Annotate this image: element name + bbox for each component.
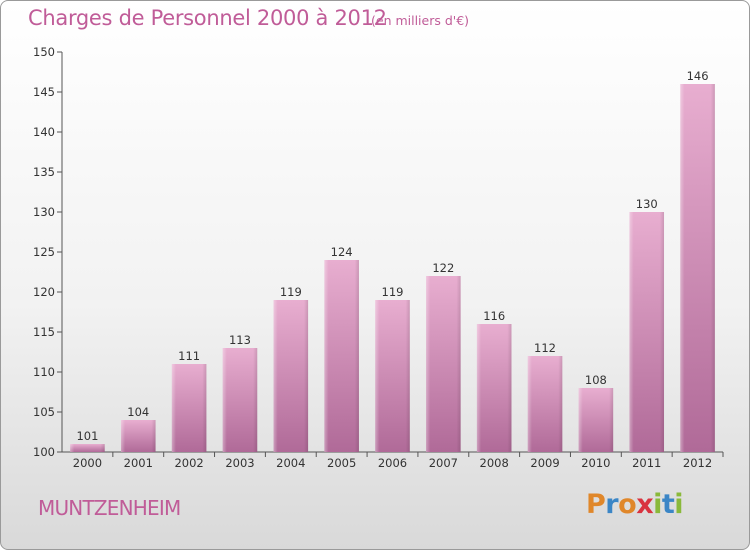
logo-letter: t: [661, 489, 675, 520]
x-tick-label: 2004: [276, 456, 305, 470]
data-label: 104: [127, 405, 149, 419]
logo-letter: P: [586, 489, 606, 520]
data-label: 113: [229, 333, 251, 347]
axes: 100 105 110 115 120 125 130 135 140 145 150 2000 200…: [33, 45, 724, 470]
x-tick-label: 2002: [174, 456, 203, 470]
y-tick-label: 125: [33, 245, 55, 259]
data-label: 108: [585, 373, 607, 387]
y-tick-label: 130: [33, 205, 55, 219]
y-tick-label: 140: [33, 125, 55, 139]
y-tick-label: 105: [33, 405, 55, 419]
bars: [70, 84, 715, 452]
y-tick-label: 100: [33, 445, 55, 459]
data-labels: 101 104 111 113 119 124 119 122 116 112 108 130 146: [76, 69, 708, 443]
y-tick-label: 120: [33, 285, 55, 299]
city-name: MUNTZENHEIM: [38, 496, 181, 520]
y-tick-label: 145: [33, 85, 55, 99]
bar-shading: [375, 300, 410, 452]
x-tick-label: 2000: [73, 456, 102, 470]
x-tick-label: 2006: [378, 456, 407, 470]
data-label: 101: [76, 429, 98, 443]
logo-letter: i: [653, 489, 662, 520]
bar-shading: [171, 364, 207, 452]
x-tick-label: 2007: [429, 456, 458, 470]
y-tick-label: 110: [33, 365, 55, 379]
bar-shading: [629, 212, 665, 452]
y-tick-label: 135: [33, 165, 55, 179]
data-label: 130: [636, 197, 658, 211]
bar-shading: [70, 444, 105, 452]
data-label: 146: [687, 69, 709, 83]
bar-shading: [120, 420, 156, 452]
bar-shading: [476, 324, 512, 452]
data-label: 124: [331, 245, 353, 259]
x-tick-label: 2010: [581, 456, 610, 470]
x-tick-label: 2001: [124, 456, 153, 470]
y-tick-label: 150: [33, 45, 55, 59]
x-tick-label: 2009: [530, 456, 559, 470]
data-label: 122: [432, 261, 454, 275]
data-label: 119: [280, 285, 302, 299]
logo-letter: i: [674, 489, 684, 520]
chart-title: Charges de Personnel 2000 à 2012: [28, 6, 387, 30]
data-label: 119: [382, 285, 404, 299]
logo-letter: r: [605, 489, 619, 520]
x-tick-label: 2011: [632, 456, 661, 470]
bar-shading: [222, 348, 258, 452]
proxiti-logo: Proxiti: [586, 489, 684, 520]
logo-letter: x: [636, 489, 654, 520]
data-label: 112: [534, 341, 556, 355]
bar-shading: [680, 84, 715, 452]
x-tick-label: 2005: [327, 456, 356, 470]
bar-shading: [273, 300, 309, 452]
bar-shading: [324, 260, 359, 452]
y-tick-label: 115: [33, 325, 55, 339]
bar-shading: [578, 388, 614, 452]
data-label: 111: [178, 349, 200, 363]
bar-shading: [426, 276, 461, 452]
logo-letter: o: [618, 489, 637, 520]
bar-shading: [527, 356, 563, 452]
chart-subtitle: (en milliers d'€): [371, 13, 470, 28]
x-tick-label: 2003: [225, 456, 254, 470]
x-tick-label: 2008: [480, 456, 509, 470]
x-tick-label: 2012: [683, 456, 712, 470]
data-label: 116: [483, 309, 505, 323]
